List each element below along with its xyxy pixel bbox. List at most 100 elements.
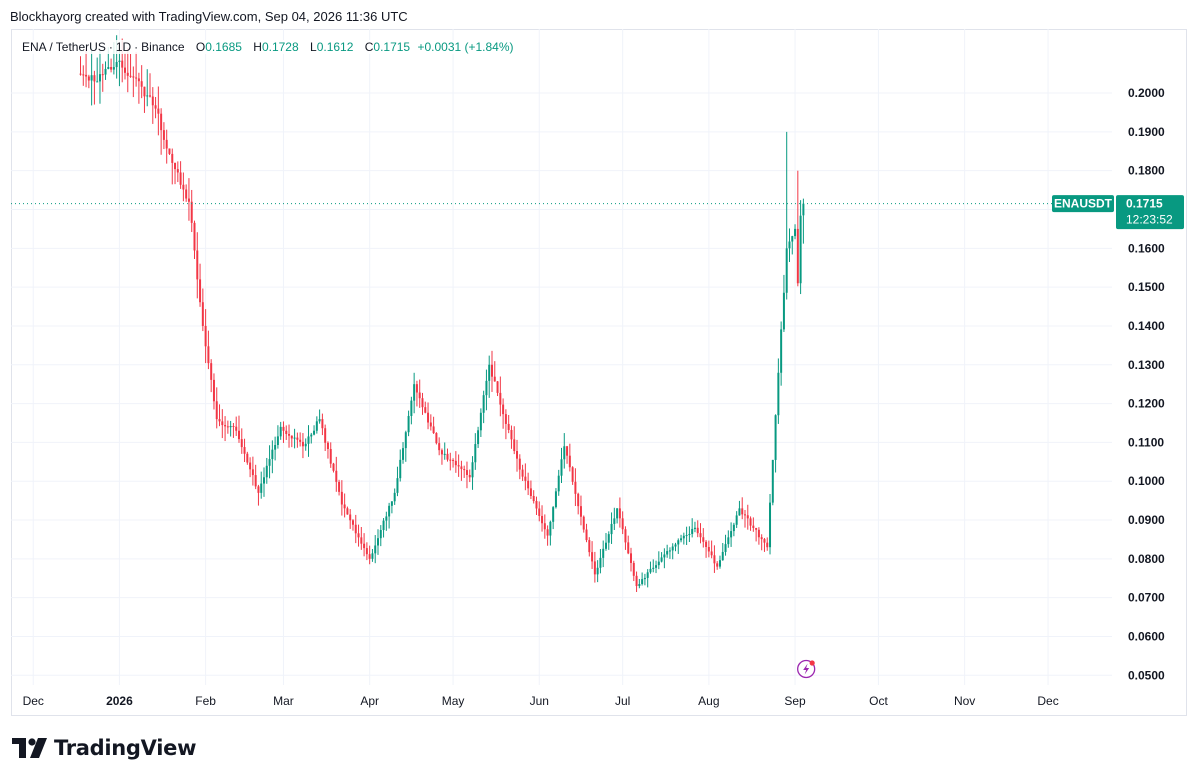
price-axis-label: 0.1000 bbox=[1128, 474, 1165, 488]
candle-body bbox=[246, 453, 249, 463]
candle-body bbox=[90, 75, 93, 81]
candle-body bbox=[385, 516, 388, 521]
candle-body bbox=[149, 95, 152, 97]
candle-body bbox=[326, 442, 329, 449]
legend-low-value: 0.1612 bbox=[316, 40, 354, 54]
candle-body bbox=[82, 74, 85, 76]
candle-body bbox=[307, 436, 310, 444]
candle-body bbox=[685, 535, 688, 537]
candle-body bbox=[263, 477, 266, 484]
time-axis: Dec 2026 Feb Mar Apr May Jun Jul Aug Sep Oct Nov Dec bbox=[23, 694, 1059, 708]
candle-body bbox=[215, 401, 218, 420]
time-axis-label: Dec bbox=[1037, 694, 1058, 708]
event-icon-dot bbox=[809, 660, 815, 666]
candle-body bbox=[257, 486, 260, 493]
candle-body bbox=[746, 515, 749, 519]
legend-change-value: +0.0031 (+1.84%) bbox=[417, 40, 514, 54]
candle-body bbox=[457, 465, 460, 467]
candle-body bbox=[204, 325, 207, 347]
candle-body bbox=[671, 546, 674, 551]
legend-symbol[interactable]: ENA / TetherUS bbox=[22, 40, 106, 54]
candle-body bbox=[162, 130, 165, 140]
candle-body bbox=[802, 203, 805, 216]
legend-close-value: 0.1715 bbox=[373, 40, 411, 54]
candle-body bbox=[454, 460, 457, 466]
candle-body bbox=[413, 384, 416, 401]
candle-body bbox=[187, 198, 190, 202]
candle-body bbox=[524, 476, 527, 481]
candle-body bbox=[707, 546, 710, 552]
candle-body bbox=[724, 544, 727, 552]
candle-body bbox=[763, 539, 766, 543]
candle-body bbox=[730, 531, 733, 538]
candle-body bbox=[276, 436, 279, 445]
candle-body bbox=[449, 459, 452, 461]
candle-body bbox=[652, 567, 655, 569]
candle-body bbox=[490, 364, 493, 377]
candle-body bbox=[516, 451, 519, 459]
event-lightning-icon[interactable] bbox=[797, 659, 816, 679]
candle-body bbox=[552, 507, 555, 522]
candle-body bbox=[357, 533, 360, 538]
candle-body bbox=[616, 508, 619, 519]
candle-body bbox=[313, 430, 316, 435]
candle-body bbox=[438, 443, 441, 451]
candle-body bbox=[123, 67, 126, 73]
candle-body bbox=[112, 67, 115, 70]
candle-body bbox=[374, 545, 377, 554]
candle-body bbox=[110, 67, 113, 70]
candle-body bbox=[107, 67, 110, 69]
candle-body bbox=[549, 521, 552, 536]
candle-body bbox=[593, 561, 596, 575]
candle-body bbox=[796, 228, 799, 284]
candle-body bbox=[532, 495, 535, 502]
candle-body bbox=[693, 527, 696, 529]
candle-body bbox=[794, 228, 797, 237]
price-axis: 0.0500 0.0600 0.0700 0.0800 0.0900 0.1000 0.11… bbox=[1128, 86, 1165, 682]
candle-body bbox=[171, 153, 174, 163]
candle-body bbox=[424, 407, 427, 413]
candle-body bbox=[660, 557, 663, 562]
candlestick-chart[interactable]: 0.0500 0.0600 0.0700 0.0800 0.0900 0.1000 0.11… bbox=[11, 29, 1187, 716]
candle-body bbox=[680, 538, 683, 541]
candle-body bbox=[371, 553, 374, 559]
legend-low-label: L bbox=[310, 40, 317, 54]
candle-body bbox=[243, 447, 246, 454]
candle-body bbox=[677, 540, 680, 545]
ticker-tag-bg bbox=[1052, 195, 1114, 213]
legend-interval[interactable]: 1D bbox=[115, 40, 132, 54]
price-axis-label: 0.1800 bbox=[1128, 164, 1165, 178]
candle-body bbox=[135, 77, 138, 79]
candle-body bbox=[351, 520, 354, 525]
candle-body bbox=[618, 508, 621, 519]
candle-body bbox=[696, 527, 699, 534]
candle-body bbox=[571, 467, 574, 482]
candle-body bbox=[674, 544, 677, 547]
candle-body bbox=[499, 392, 502, 405]
time-axis-label: Mar bbox=[273, 694, 294, 708]
candle-body bbox=[710, 551, 713, 556]
candle-body bbox=[190, 201, 193, 223]
price-axis-label: 0.1500 bbox=[1128, 280, 1165, 294]
time-axis-label: Jun bbox=[530, 694, 549, 708]
candle-body bbox=[235, 426, 238, 431]
price-axis-label: 0.0900 bbox=[1128, 513, 1165, 527]
candle-body bbox=[268, 459, 271, 466]
candle-body bbox=[663, 554, 666, 558]
chart-legend: ENA / TetherUS · 1D · Binance O0.1685 H0.172… bbox=[20, 40, 516, 54]
candle-body bbox=[546, 529, 549, 536]
candle-body bbox=[721, 551, 724, 561]
price-tag-value: 0.1715 bbox=[1126, 197, 1163, 211]
candle-body bbox=[627, 542, 630, 554]
candle-body bbox=[87, 76, 90, 81]
candle-body bbox=[657, 561, 660, 566]
candle-body bbox=[299, 439, 302, 442]
candle-body bbox=[193, 222, 196, 251]
tradingview-logo[interactable]: TradingView bbox=[12, 736, 196, 760]
candle-body bbox=[260, 483, 263, 493]
time-axis-label: Aug bbox=[698, 694, 719, 708]
candle-body bbox=[229, 425, 232, 428]
legend-high-value: 0.1728 bbox=[261, 40, 299, 54]
candle-body bbox=[788, 241, 791, 249]
event-layer bbox=[797, 659, 816, 679]
